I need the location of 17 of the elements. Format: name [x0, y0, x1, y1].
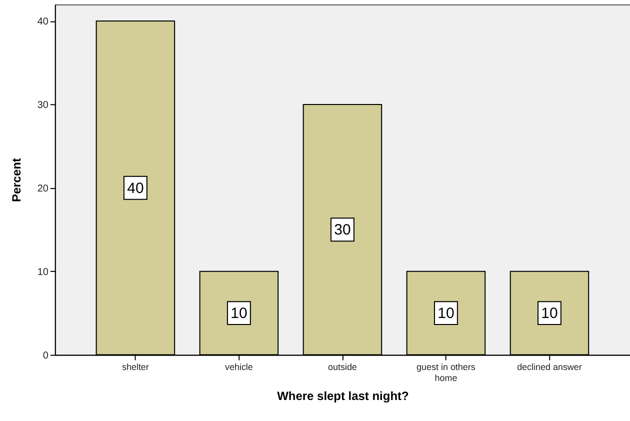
x-tick-label: outside	[328, 362, 357, 372]
data-label: 10	[438, 305, 454, 322]
data-label: 30	[334, 222, 351, 239]
x-tick-label: vehicle	[224, 362, 253, 372]
x-tick-label: guest in others home	[416, 362, 476, 384]
y-tick-label: 10	[37, 266, 49, 278]
data-label: 40	[127, 180, 144, 197]
data-label: 10	[541, 305, 558, 322]
data-label: 10	[230, 305, 248, 322]
x-axis-title: Where slept last night?	[277, 389, 409, 404]
y-tick-label: 0	[42, 350, 49, 362]
y-tick-label: 40	[37, 16, 49, 28]
y-tick-label: 30	[37, 100, 49, 111]
y-tick-label: 20	[37, 183, 49, 194]
x-tick-label: declined answer	[517, 362, 582, 372]
x-tick-label: shelter	[122, 362, 149, 372]
y-axis-title: Percent	[9, 158, 24, 202]
